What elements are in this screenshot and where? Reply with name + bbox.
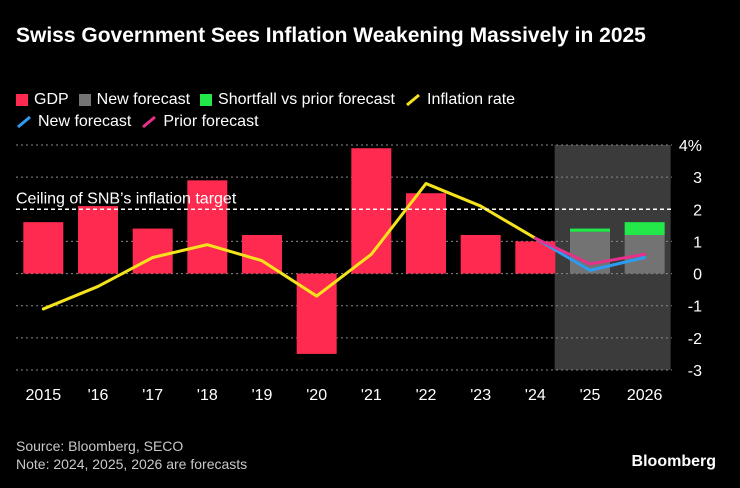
legend-swatch-new-forecast-bar xyxy=(78,94,91,106)
legend-item-new-forecast-bar: New forecast xyxy=(78,91,191,109)
y-tick-label: -2 xyxy=(688,331,702,348)
x-tick-label: '23 xyxy=(470,387,491,404)
reference-line-group: Ceiling of SNB’s inflation target xyxy=(16,190,672,211)
x-tick-label: 2015 xyxy=(26,387,62,404)
x-tick-label: '21 xyxy=(361,387,382,404)
y-tick-label: -3 xyxy=(688,363,702,380)
gridlines-group xyxy=(16,144,672,371)
legend-row-2: New forecast Prior forecast xyxy=(16,111,716,133)
y-tick-label: -1 xyxy=(688,299,702,316)
legend-item-new-forecast-line: New forecast xyxy=(16,113,131,131)
bloomberg-logo: Bloomberg xyxy=(631,453,716,470)
inflation-rate-line xyxy=(41,182,537,311)
x-tick-label: '25 xyxy=(580,387,601,404)
legend-line-inflation-icon xyxy=(406,93,420,107)
legend-line-prior-forecast-icon xyxy=(142,115,157,129)
chart-legend: GDP New forecast Shortfall vs prior fore… xyxy=(16,89,716,133)
x-tick-label: '19 xyxy=(252,387,273,404)
legend-item-gdp: GDP xyxy=(16,91,69,109)
gdp-bar xyxy=(187,180,228,274)
gdp-bar xyxy=(460,235,501,274)
y-tick-label: 1 xyxy=(693,234,702,251)
x-tick-label: '20 xyxy=(306,387,327,404)
x-tick-label: '22 xyxy=(416,387,437,404)
shortfall-bar xyxy=(570,228,610,232)
y-axis: 4% 3 2 1 0 -1 -2 -3 xyxy=(679,138,702,380)
source-note: Source: Bloomberg, SECO xyxy=(16,438,184,454)
chart-title: Swiss Government Sees Inflation Weakenin… xyxy=(16,24,646,47)
legend-label-new-forecast-line: New forecast xyxy=(38,113,132,130)
shortfall-bar xyxy=(624,222,665,235)
legend-label-new-forecast-bar: New forecast xyxy=(96,91,191,108)
legend-label-shortfall: Shortfall vs prior forecast xyxy=(218,91,395,108)
chart-footer: Source: Bloomberg, SECO Note: 2024, 2025… xyxy=(16,437,247,473)
legend-item-shortfall: Shortfall vs prior forecast xyxy=(200,91,395,109)
y-tick-label: 2 xyxy=(693,202,702,219)
x-axis: 2015 '16 '17 '18 '19 '20 '21 '22 '23 '24 '25 2026 xyxy=(26,387,663,404)
legend-label-inflation: Inflation rate xyxy=(427,91,516,108)
legend-item-prior-forecast-line: Prior forecast xyxy=(141,113,259,131)
gdp-bar xyxy=(23,222,64,274)
forecast-note: Note: 2024, 2025, 2026 are forecasts xyxy=(16,456,248,472)
legend-swatch-shortfall xyxy=(200,94,213,106)
x-tick-label: '16 xyxy=(88,387,109,404)
legend-label-prior-forecast-line: Prior forecast xyxy=(163,113,259,130)
y-tick-label: 4% xyxy=(679,138,702,155)
snb-ceiling-label: Ceiling of SNB’s inflation target xyxy=(16,190,237,207)
prior-forecast-line xyxy=(533,236,647,266)
gdp-bar xyxy=(132,228,173,274)
lines-group xyxy=(41,182,647,311)
gdp-bar xyxy=(406,193,446,274)
legend-swatch-gdp xyxy=(16,94,28,106)
legend-line-new-forecast-icon xyxy=(17,115,31,129)
new-forecast-line xyxy=(533,236,647,272)
x-tick-label: '24 xyxy=(525,387,546,404)
x-tick-label: 2026 xyxy=(627,387,663,404)
legend-row-1: GDP New forecast Shortfall vs prior fore… xyxy=(16,89,716,111)
legend-item-inflation: Inflation rate xyxy=(405,91,515,109)
gdp-bar xyxy=(242,235,282,274)
x-tick-label: '18 xyxy=(197,387,218,404)
legend-label-gdp: GDP xyxy=(34,91,69,108)
y-tick-label: 0 xyxy=(693,267,702,284)
x-tick-label: '17 xyxy=(142,387,163,404)
y-tick-label: 3 xyxy=(693,170,702,187)
gdp-bar xyxy=(78,206,118,274)
